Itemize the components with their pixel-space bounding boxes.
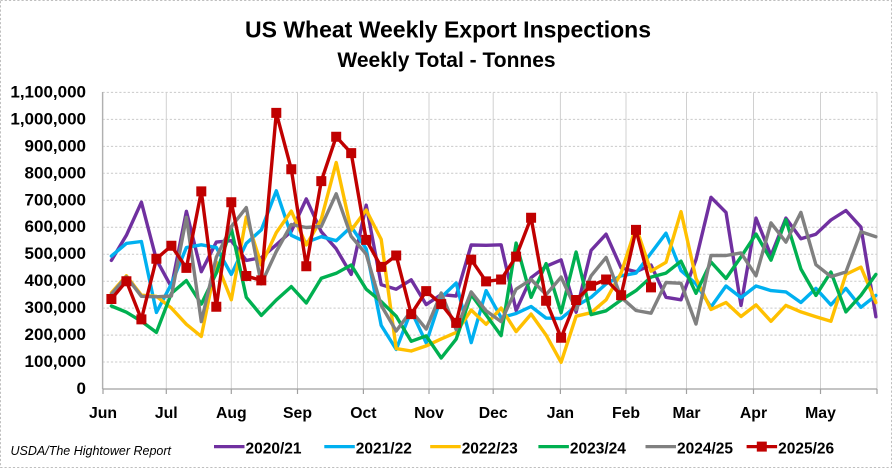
svg-text:1,000,000: 1,000,000 — [10, 109, 86, 128]
svg-text:Jun: Jun — [89, 405, 117, 422]
svg-text:Apr: Apr — [740, 405, 767, 422]
svg-text:100,000: 100,000 — [25, 352, 86, 371]
svg-text:Feb: Feb — [612, 405, 640, 422]
svg-text:Jan: Jan — [547, 405, 574, 422]
svg-text:1,100,000: 1,100,000 — [10, 82, 86, 101]
svg-text:2025/26: 2025/26 — [778, 441, 834, 458]
svg-text:May: May — [805, 405, 836, 422]
svg-text:Nov: Nov — [414, 405, 444, 422]
svg-text:Oct: Oct — [350, 405, 377, 422]
svg-text:600,000: 600,000 — [25, 217, 86, 236]
svg-text:2021/22: 2021/22 — [356, 441, 412, 458]
svg-text:500,000: 500,000 — [25, 244, 86, 263]
svg-text:200,000: 200,000 — [25, 325, 86, 344]
svg-text:Mar: Mar — [672, 405, 700, 422]
svg-text:300,000: 300,000 — [25, 298, 86, 317]
svg-text:400,000: 400,000 — [25, 271, 86, 290]
svg-text:USDA/The Hightower Report: USDA/The Hightower Report — [11, 444, 172, 458]
svg-text:2023/24: 2023/24 — [570, 441, 626, 458]
svg-text:Sep: Sep — [283, 405, 312, 422]
svg-text:US Wheat Weekly Export Inspect: US Wheat Weekly Export Inspections — [245, 17, 651, 43]
svg-text:800,000: 800,000 — [25, 163, 86, 182]
svg-text:2022/23: 2022/23 — [462, 441, 518, 458]
svg-text:Aug: Aug — [216, 405, 247, 422]
svg-text:Jul: Jul — [155, 405, 178, 422]
svg-text:Weekly Total - Tonnes: Weekly Total - Tonnes — [337, 49, 555, 72]
svg-text:700,000: 700,000 — [25, 190, 86, 209]
svg-text:900,000: 900,000 — [25, 136, 86, 155]
svg-text:2020/21: 2020/21 — [246, 441, 302, 458]
svg-text:2024/25: 2024/25 — [677, 441, 733, 458]
svg-text:Dec: Dec — [479, 405, 508, 422]
svg-text:0: 0 — [77, 379, 86, 398]
